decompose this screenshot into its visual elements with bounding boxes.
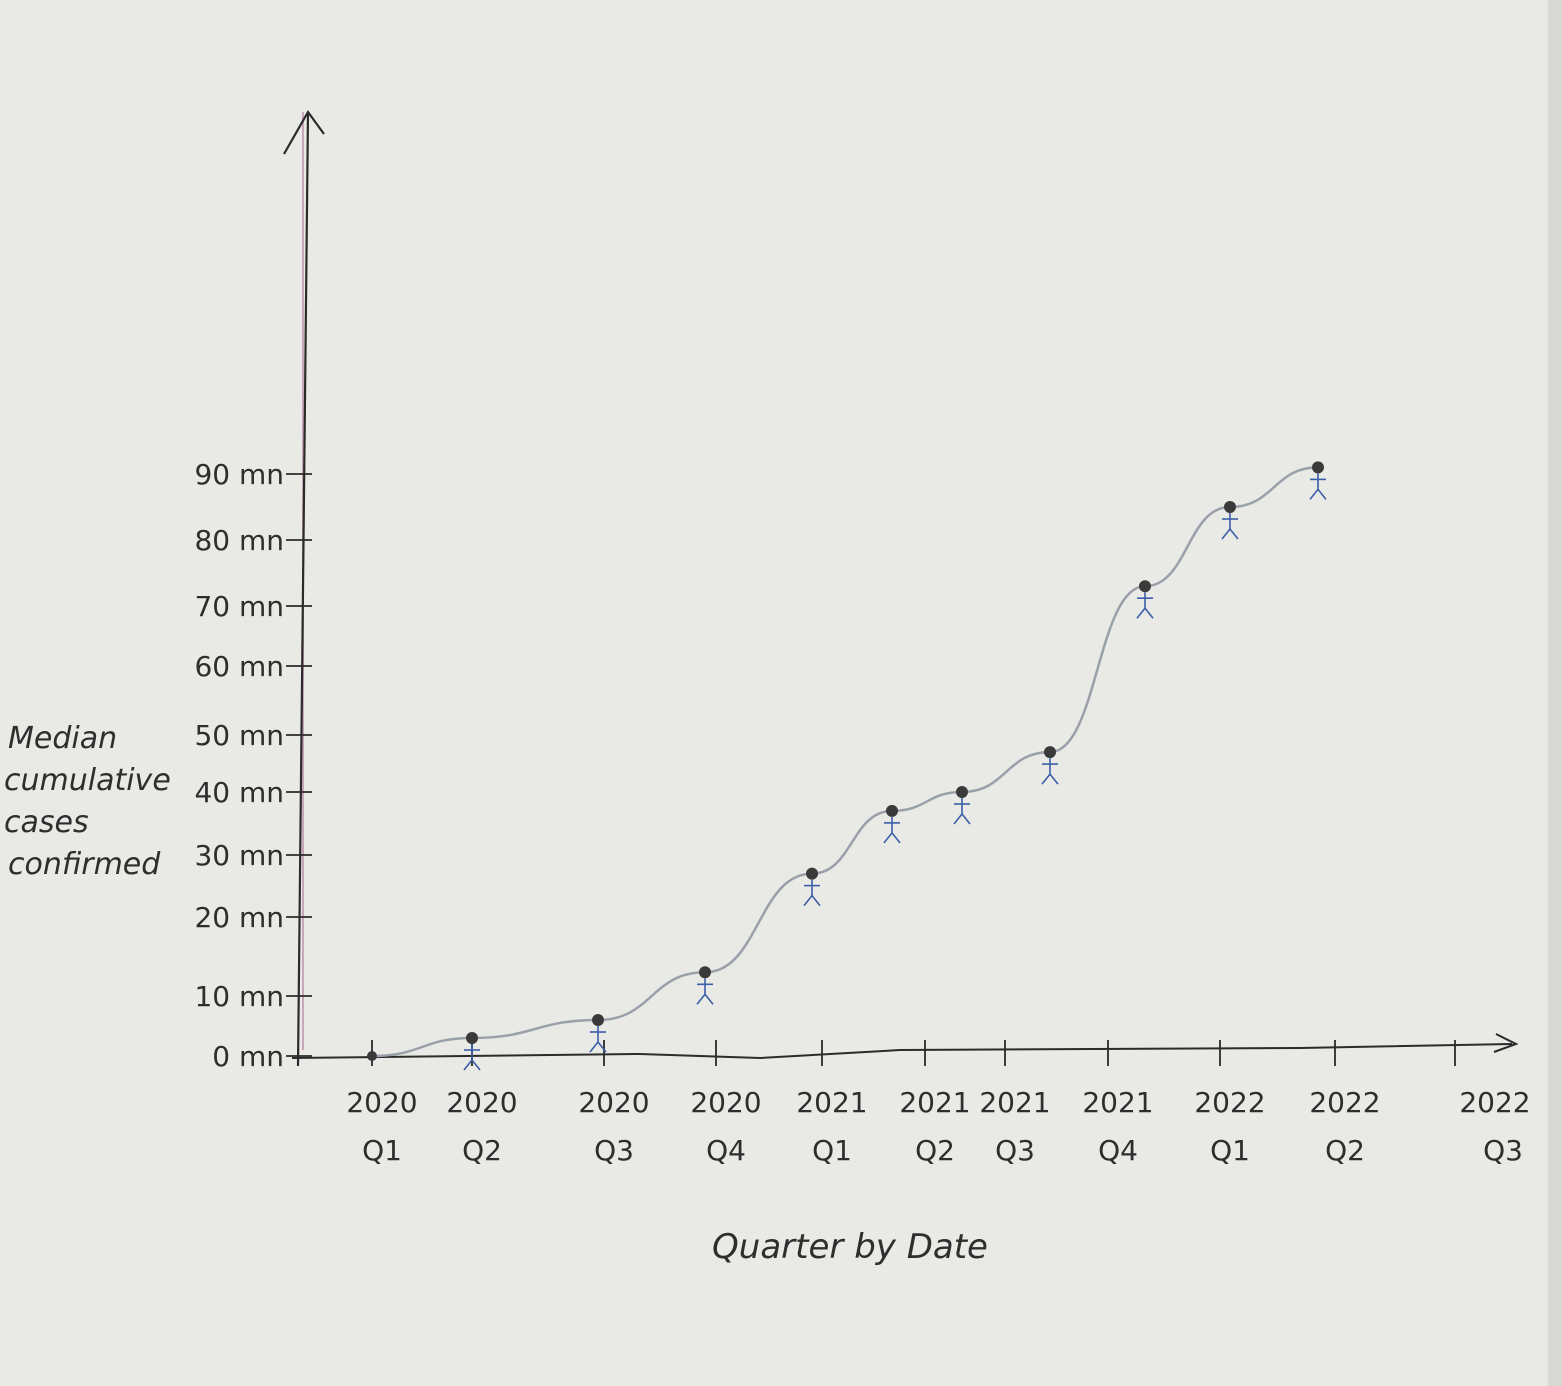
point-dot	[592, 1014, 604, 1026]
figure-legs	[463, 1058, 481, 1071]
y-axis-label-line-3: cases	[4, 805, 89, 840]
x-tick-year: 2020	[690, 1086, 761, 1119]
point-dot	[886, 804, 898, 817]
point-dot	[367, 1051, 377, 1061]
figure-legs	[1309, 488, 1327, 500]
data-point	[1041, 746, 1059, 785]
data-points	[367, 461, 1327, 1071]
data-point	[367, 1051, 377, 1061]
point-dot	[1312, 461, 1324, 474]
x-tick-quarter: Q2	[1325, 1134, 1365, 1167]
y-axis-label-line-2: cumulative	[4, 763, 171, 798]
data-point	[1136, 580, 1154, 619]
y-tick-label: 30 mn	[194, 839, 284, 872]
y-tick-label: 80 mn	[194, 524, 284, 557]
x-axis-arrowhead	[1493, 1033, 1519, 1053]
point-dot	[806, 867, 818, 880]
x-tick-year: 2020	[346, 1086, 417, 1119]
x-tick-year: 2020	[446, 1086, 517, 1119]
y-axis-label: Median cumulative cases confirmed	[4, 721, 171, 882]
point-dot	[1139, 580, 1151, 593]
x-tick-quarter: Q1	[812, 1134, 852, 1167]
x-tick-quarter: Q2	[915, 1134, 955, 1167]
figure-legs	[1041, 772, 1059, 785]
x-tick-quarter: Q4	[706, 1134, 746, 1167]
x-tick-year: 2020	[578, 1086, 649, 1119]
figure-legs	[1221, 527, 1239, 540]
y-tick-label: 40 mn	[194, 776, 284, 809]
data-point	[1221, 501, 1239, 540]
data-point	[1309, 461, 1327, 500]
x-tick-quarter: Q2	[462, 1134, 502, 1167]
y-ticks: 0 mn 10 mn 20 mn 30 mn 40 mn 50 mn 60 mn 70 mn 8…	[194, 458, 312, 1073]
figure-legs	[953, 812, 971, 825]
x-axis-label: Quarter by Date	[712, 1227, 988, 1267]
x-tick-year: 2021	[796, 1086, 867, 1119]
data-point	[463, 1032, 481, 1071]
figure-legs	[803, 894, 821, 907]
x-tick-year: 2021	[1082, 1086, 1153, 1119]
data-point	[883, 804, 901, 844]
data-point	[803, 867, 821, 907]
y-tick-label: 50 mn	[194, 719, 284, 752]
x-ticks: 2020 Q1 2020 Q2 2020 Q3 2020 Q4 2021 Q1 2021 Q2 2021…	[346, 1040, 1531, 1167]
x-tick-quarter: Q3	[1483, 1134, 1523, 1167]
data-point	[953, 786, 971, 825]
x-tick-year: 2022	[1194, 1086, 1265, 1119]
figure-legs	[883, 831, 901, 844]
figure-legs	[1136, 606, 1154, 619]
x-tick-quarter: Q3	[594, 1134, 634, 1167]
x-tick-quarter: Q1	[1210, 1134, 1250, 1167]
figure-legs	[589, 1040, 607, 1053]
x-tick-year: 2021	[979, 1086, 1050, 1119]
point-dot	[1224, 501, 1236, 513]
paper-edge	[1548, 0, 1562, 1386]
y-axis-label-line-1: Median	[8, 721, 117, 756]
y-tick-label: 0 mn	[212, 1040, 284, 1073]
y-tick-label: 10 mn	[194, 980, 284, 1013]
x-tick-year: 2022	[1459, 1086, 1530, 1119]
point-dot	[1044, 746, 1056, 759]
y-axis-arrowhead	[283, 109, 325, 155]
y-tick-label: 60 mn	[194, 650, 284, 683]
data-point	[589, 1014, 607, 1053]
x-tick-quarter: Q1	[362, 1134, 402, 1167]
figure-legs	[696, 993, 714, 1005]
point-dot	[956, 786, 968, 798]
x-tick-year: 2022	[1309, 1086, 1380, 1119]
point-dot	[699, 966, 711, 979]
x-tick-year: 2021	[899, 1086, 970, 1119]
y-tick-label: 90 mn	[194, 458, 284, 491]
y-tick-label: 70 mn	[194, 590, 284, 623]
y-axis-line	[296, 111, 310, 1067]
data-point	[696, 966, 714, 1005]
y-tick-label: 20 mn	[194, 901, 284, 934]
point-dot	[466, 1032, 478, 1044]
y-axis-label-line-4: confirmed	[8, 847, 161, 882]
x-tick-quarter: Q4	[1098, 1134, 1138, 1167]
x-tick-quarter: Q3	[995, 1134, 1035, 1167]
